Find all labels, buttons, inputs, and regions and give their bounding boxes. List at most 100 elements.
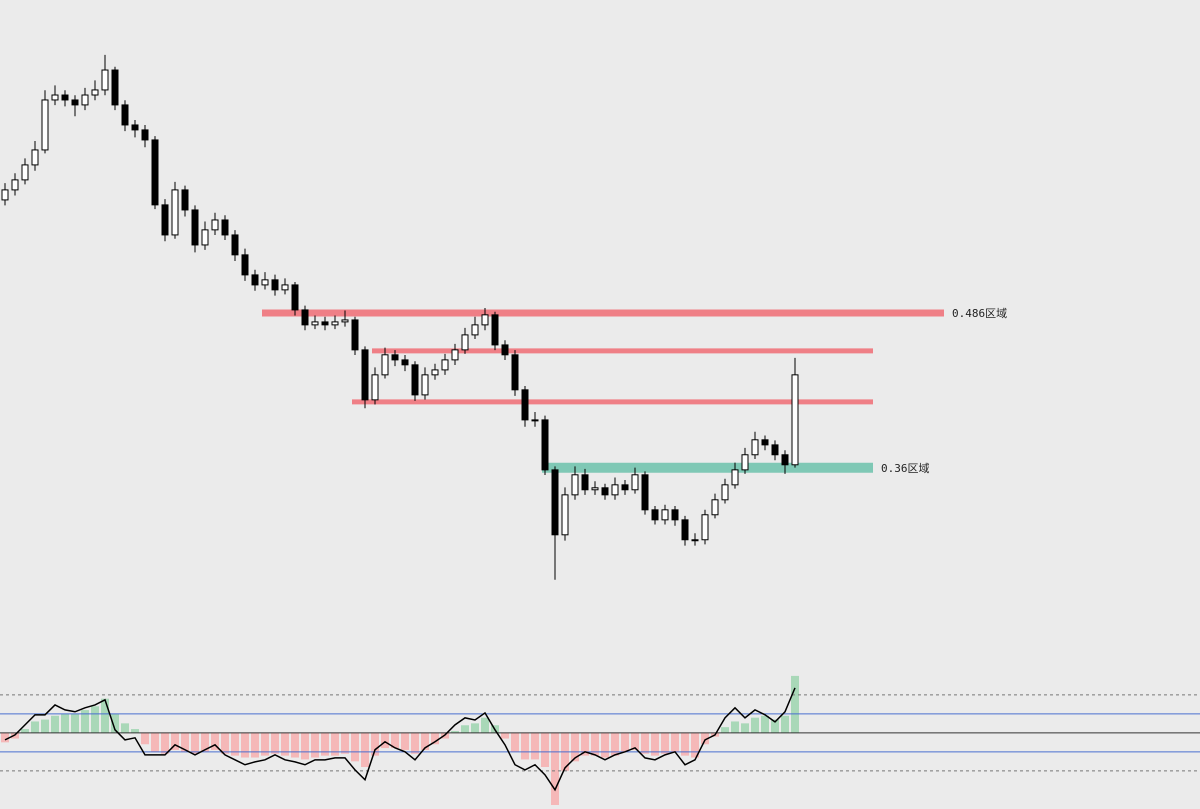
histogram-bar (701, 732, 709, 745)
candle-body (511, 354, 519, 391)
histogram-bar (781, 715, 789, 733)
histogram-bar (501, 732, 509, 739)
histogram-bar (181, 732, 189, 752)
candle-body (31, 149, 39, 166)
candle-body (51, 94, 59, 101)
histogram-bar (621, 732, 629, 752)
candle-body (421, 374, 429, 396)
candle-body (161, 204, 169, 236)
candle-body (101, 69, 109, 91)
indicator-line (4, 687, 796, 792)
candle-body (201, 229, 209, 246)
histogram-bar (221, 732, 229, 754)
histogram-bar (231, 732, 239, 756)
candle-body (621, 484, 629, 491)
candle-body (721, 484, 729, 501)
candle-body (131, 124, 139, 131)
candle-body (731, 469, 739, 486)
candle-body (391, 354, 399, 361)
candle-body (451, 349, 459, 361)
histogram-bar (1, 732, 9, 743)
histogram-bar (661, 732, 669, 754)
histogram-bar (191, 732, 199, 754)
candle-body (491, 314, 499, 346)
histogram-bar (61, 713, 69, 733)
histogram-bar (391, 732, 399, 749)
histogram-bar (351, 732, 359, 762)
histogram-bar (531, 732, 539, 760)
histogram-bar (631, 732, 639, 750)
histogram-bar (691, 732, 699, 758)
histogram-bar (481, 717, 489, 733)
candle-body (431, 369, 439, 376)
candle-body (291, 284, 299, 311)
candle-body (321, 321, 329, 326)
candle-body (381, 354, 389, 376)
zone-label: 0.486区域 (952, 307, 1007, 320)
candle-body (231, 234, 239, 256)
histogram-bar (431, 732, 439, 745)
histogram-bar (731, 721, 739, 733)
histogram-bar (311, 732, 319, 758)
candle-body (81, 94, 89, 106)
histogram-bar (331, 732, 339, 756)
candle-body (441, 359, 449, 371)
candle-body (791, 374, 799, 466)
candle-body (501, 344, 509, 356)
candle-body (361, 349, 369, 401)
histogram-bar (411, 732, 419, 754)
candle-body (21, 164, 29, 181)
histogram-bar (171, 732, 179, 750)
candle-body (41, 99, 49, 151)
histogram-bar (361, 732, 369, 768)
candle-body (541, 419, 549, 471)
candle-body (181, 189, 189, 211)
candle-body (781, 454, 789, 466)
histogram-bar (421, 732, 429, 750)
candle-body (11, 179, 19, 191)
histogram-bar (81, 710, 89, 733)
candle-body (331, 321, 339, 326)
histogram-bar (161, 732, 169, 754)
histogram-bar (141, 732, 149, 745)
histogram-bar (21, 729, 29, 733)
histogram-bar (271, 732, 279, 754)
histogram-bar (261, 732, 269, 756)
histogram-bar (611, 732, 619, 756)
histogram-bar (241, 732, 249, 758)
candle-body (251, 274, 259, 286)
candle-body (661, 509, 669, 521)
candle-body (691, 539, 699, 542)
histogram-bar (721, 727, 729, 733)
candle-body (581, 474, 589, 491)
candle-body (71, 99, 79, 106)
histogram-bar (761, 715, 769, 733)
histogram-bar (581, 732, 589, 756)
candle-body (1, 189, 9, 201)
histogram-bar (601, 732, 609, 758)
candle-body (341, 319, 349, 323)
candle-body (771, 444, 779, 456)
histogram-bar (551, 732, 559, 805)
histogram-bar (751, 717, 759, 733)
histogram-bar (211, 732, 219, 750)
candle-body (271, 279, 279, 291)
histogram-bar (741, 723, 749, 733)
candle-body (411, 364, 419, 396)
candle-body (371, 374, 379, 401)
candle-body (461, 334, 469, 351)
candle-body (521, 389, 529, 421)
candle-body (281, 284, 289, 291)
candle-body (171, 189, 179, 236)
candle-body (401, 359, 409, 366)
candle-body (111, 69, 119, 106)
histogram-bar (131, 729, 139, 733)
histogram-bar (71, 713, 79, 733)
candle-body (761, 439, 769, 446)
candle-body (671, 509, 679, 521)
histogram-bar (301, 732, 309, 760)
histogram-bar (771, 719, 779, 733)
histogram-bar (341, 732, 349, 754)
